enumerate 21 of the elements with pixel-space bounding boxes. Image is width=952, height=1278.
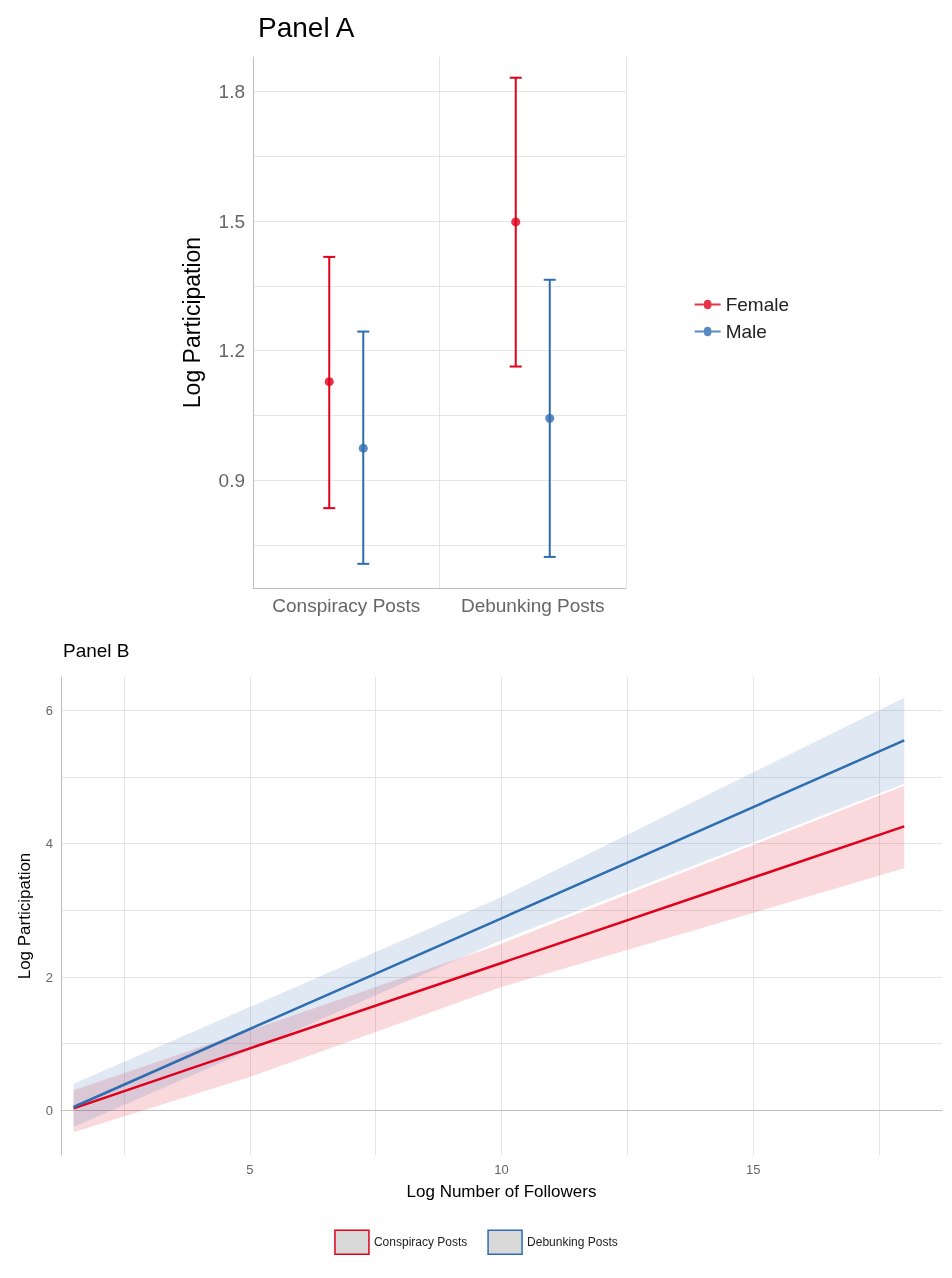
chart-title: Panel B <box>63 640 130 661</box>
x-tick-label: 5 <box>246 1162 254 1177</box>
chart-title: Panel A <box>258 11 355 43</box>
y-tick-label: 4 <box>45 836 53 852</box>
y-tick-label: 0 <box>45 1102 53 1118</box>
y-tick-label: 1.5 <box>218 210 245 232</box>
line-series <box>72 825 906 1110</box>
y-tick-label: 1.8 <box>218 81 245 103</box>
y-axis-title: Log Participation <box>15 852 34 980</box>
y-tick-label: 2 <box>45 969 53 985</box>
legend-label: Male <box>725 321 767 342</box>
y-tick-label: 0.9 <box>218 469 245 491</box>
legend-label: Conspiracy Posts <box>373 1235 468 1250</box>
legend-label: Female <box>725 294 789 315</box>
y-axis-title: Log Participation <box>178 236 205 409</box>
x-axis-title: Log Number of Followers <box>406 1182 597 1201</box>
x-tick-label: 15 <box>745 1162 761 1177</box>
y-tick-label: 1.2 <box>218 340 245 362</box>
y-tick-label: 6 <box>45 702 53 718</box>
x-tick-label: 10 <box>494 1162 509 1177</box>
legend-label: Debunking Posts <box>527 1235 618 1250</box>
